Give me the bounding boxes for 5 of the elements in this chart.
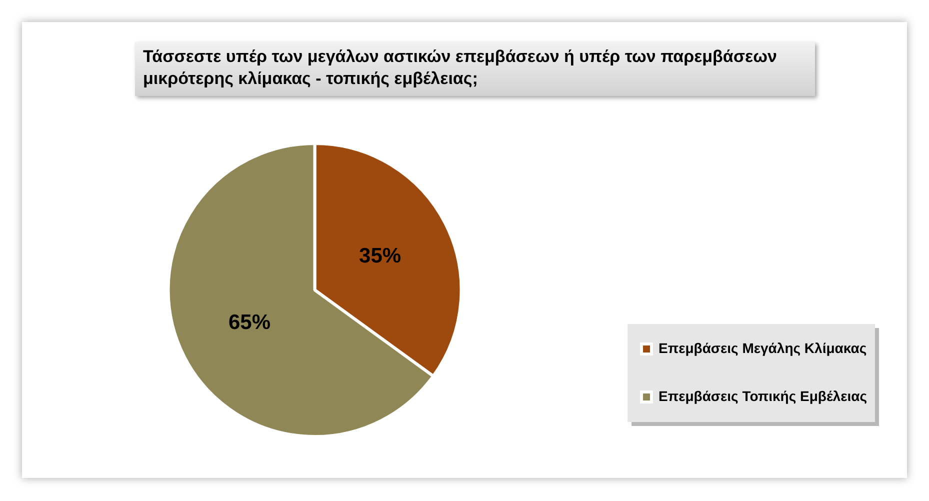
chart-title: Τάσσεστε υπέρ των μεγάλων αστικών επεμβάσεων ή υπέρ των παρεμβάσεων μικρότερης κλίμακας - τοπικής εμβέλειας; xyxy=(135,42,815,96)
data-label: 65% xyxy=(228,311,271,334)
legend-label: Επεμβάσεις Τοπικής Εμβέλειας xyxy=(658,388,867,404)
legend-label: Επεμβάσεις Μεγάλης Κλίμακας xyxy=(658,340,867,356)
data-label: 35% xyxy=(359,244,402,268)
